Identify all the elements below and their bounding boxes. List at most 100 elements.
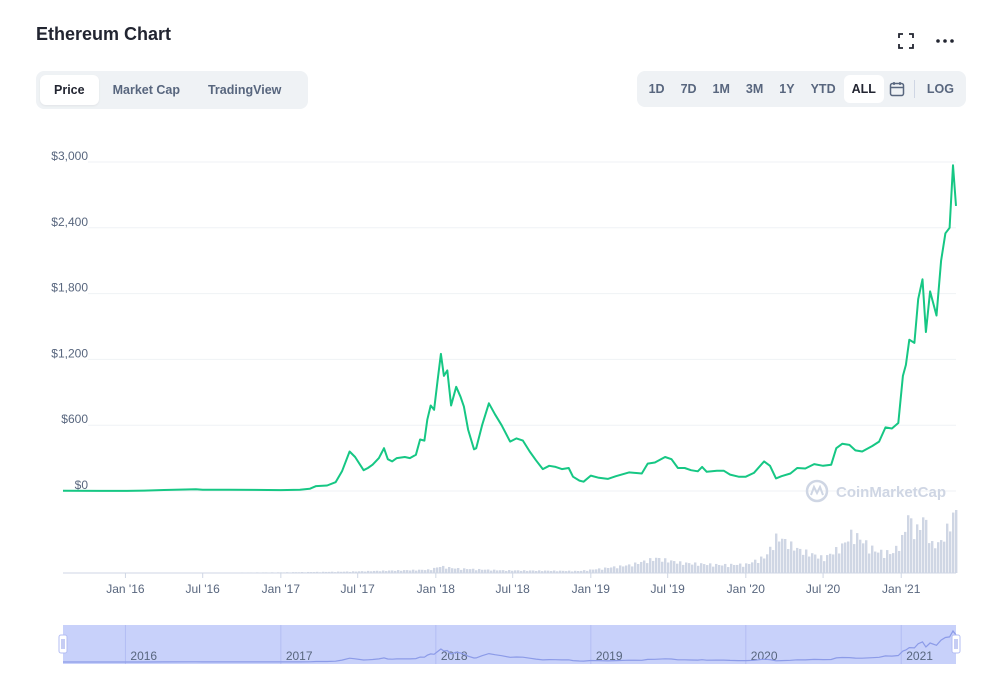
volume-bar <box>661 561 664 573</box>
volume-bar <box>775 533 778 573</box>
volume-bar <box>787 549 790 573</box>
volume-bar <box>898 550 901 573</box>
volume-bar <box>82 572 85 573</box>
volume-bar <box>925 519 928 573</box>
volume-bar <box>679 561 682 573</box>
volume-bar <box>706 565 709 573</box>
range-7d-button[interactable]: 7D <box>680 82 697 96</box>
volume-bar <box>886 550 889 573</box>
volume-bar <box>67 572 70 573</box>
volume-bar <box>736 564 739 573</box>
volume-bar <box>829 553 832 573</box>
volume-bar <box>757 563 760 573</box>
range-3m-button[interactable]: 3M <box>745 82 764 96</box>
volume-bar <box>220 572 223 573</box>
volume-bar <box>922 517 925 573</box>
volume-bar <box>475 570 478 573</box>
volume-bar <box>250 572 253 573</box>
volume-bar <box>331 571 334 573</box>
volume-bar <box>295 572 298 573</box>
volume-bar <box>130 572 133 573</box>
volume-bar <box>433 567 436 573</box>
volume-bar <box>313 572 316 573</box>
volume-bar <box>853 544 856 573</box>
volume-bar <box>538 570 541 573</box>
volume-bar <box>181 572 184 573</box>
range-1y-button[interactable]: 1Y <box>779 82 795 96</box>
volume-bar <box>289 572 292 573</box>
volume-bar <box>838 553 841 573</box>
volume-bar <box>169 572 172 573</box>
tab-tradingview[interactable]: TradingView <box>207 83 282 97</box>
volume-bar <box>409 570 412 573</box>
volume-bar <box>523 570 526 573</box>
volume-bar <box>907 515 910 573</box>
volume-bar <box>673 561 676 573</box>
volume-bar <box>631 566 634 573</box>
volume-bar <box>613 566 616 573</box>
volume-bar <box>487 569 490 573</box>
volume-bar <box>412 569 415 573</box>
volume-bar <box>286 572 289 573</box>
volume-bar <box>889 554 892 573</box>
tab-market-cap[interactable]: Market Cap <box>112 83 180 97</box>
volume-bar <box>643 560 646 573</box>
volume-bar <box>100 572 103 573</box>
x-tick-label: Jan '20 <box>727 582 766 596</box>
x-tick-label: Jan '17 <box>262 582 301 596</box>
tab-price[interactable]: Price <box>40 75 99 105</box>
volume-bar <box>64 572 67 573</box>
page-title: Ethereum Chart <box>36 24 172 44</box>
range-ytd-button[interactable]: YTD <box>810 82 836 96</box>
volume-bar <box>844 542 847 573</box>
volume-bar <box>238 572 241 573</box>
volume-bar <box>340 571 343 573</box>
volume-bar <box>145 572 148 573</box>
volume-bar <box>808 556 811 573</box>
volume-bar <box>517 570 520 573</box>
time-range-selector: 1D 7D 1M 3M 1Y YTD ALL LOG <box>636 71 966 107</box>
volume-bar <box>820 555 823 573</box>
volume-bar <box>469 569 472 573</box>
volume-bar <box>790 541 793 573</box>
volume-bar <box>646 563 649 573</box>
volume-bar <box>142 572 145 573</box>
volume-bar <box>97 572 100 573</box>
volume-bar <box>91 572 94 573</box>
log-scale-button[interactable]: LOG <box>926 82 954 96</box>
volume-bar <box>877 552 880 573</box>
volume-bar <box>301 572 304 573</box>
range-1d-button[interactable]: 1D <box>648 82 665 96</box>
volume-bar <box>229 572 232 573</box>
range-1m-button[interactable]: 1M <box>712 82 730 96</box>
volume-bar <box>499 570 502 573</box>
volume-bar <box>751 562 754 573</box>
volume-bar <box>625 565 628 573</box>
volume-bar <box>682 564 685 573</box>
fullscreen-icon[interactable] <box>895 30 917 52</box>
volume-bar <box>121 572 124 573</box>
volume-bar <box>79 572 82 573</box>
volume-bar <box>244 572 247 573</box>
volume-bar <box>457 567 460 573</box>
volume-bar <box>652 560 655 573</box>
volume-bar <box>265 572 268 573</box>
volume-bar <box>511 570 514 573</box>
volume-bar <box>403 570 406 573</box>
volume-bar <box>589 569 592 573</box>
volume-bar <box>541 571 544 573</box>
volume-bar <box>910 518 913 573</box>
volume-bar <box>361 571 364 573</box>
navigator-handle-left <box>58 634 68 654</box>
calendar-icon[interactable] <box>884 75 910 103</box>
volume-bar <box>562 570 565 573</box>
more-icon[interactable] <box>934 30 956 52</box>
volume-bar <box>454 568 457 573</box>
volume-bar <box>490 570 493 573</box>
volume-bar <box>835 547 838 573</box>
volume-bar <box>241 572 244 573</box>
volume-bar <box>259 572 262 573</box>
volume-bar <box>268 572 271 573</box>
volume-bar <box>106 572 109 573</box>
range-all-button[interactable]: ALL <box>843 75 884 103</box>
